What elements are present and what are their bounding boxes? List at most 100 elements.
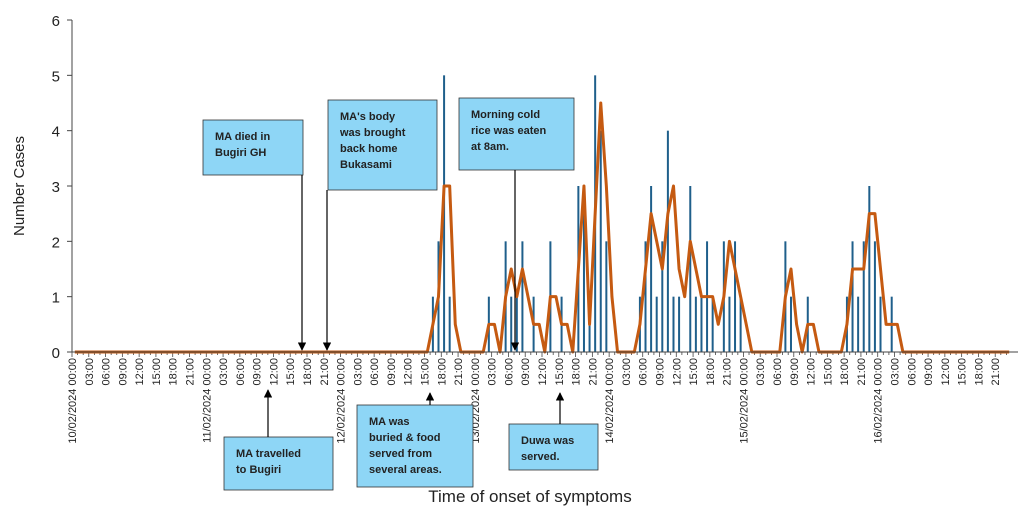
x-tick-label: 09:00 bbox=[655, 358, 667, 386]
x-tick-label: 15:00 bbox=[957, 358, 969, 386]
bar bbox=[694, 296, 697, 352]
x-tick-label: 21:00 bbox=[587, 358, 599, 386]
x-tick-label: 09:00 bbox=[923, 358, 935, 386]
bar bbox=[666, 130, 669, 352]
bar bbox=[672, 296, 675, 352]
bar bbox=[728, 296, 731, 352]
x-tick-label: 18:00 bbox=[168, 358, 180, 386]
annotation-line: MA's body bbox=[340, 111, 396, 123]
annotation-line: at 8am. bbox=[471, 141, 509, 153]
bar bbox=[448, 296, 451, 352]
x-tick-label: 15:00 bbox=[688, 358, 700, 386]
x-tick-label: 10/02/2024 00:00 bbox=[67, 358, 79, 444]
x-tick-label: 15:00 bbox=[151, 358, 163, 386]
x-tick-label: 14/02/2024 00:00 bbox=[604, 358, 616, 444]
x-tick-label: 15/02/2024 00:00 bbox=[738, 358, 750, 444]
x-tick-label: 21:00 bbox=[453, 358, 465, 386]
x-tick-label: 21:00 bbox=[722, 358, 734, 386]
annotation-line: Morning cold bbox=[471, 109, 540, 121]
x-tick-label: 18:00 bbox=[705, 358, 717, 386]
annotation-box bbox=[202, 119, 304, 176]
bar bbox=[711, 296, 714, 352]
x-tick-label: 09:00 bbox=[520, 358, 532, 386]
bar bbox=[879, 296, 882, 352]
x-tick-label: 09:00 bbox=[117, 358, 129, 386]
bar bbox=[582, 186, 585, 352]
bar bbox=[510, 296, 513, 352]
y-axis-label: Number Cases bbox=[11, 136, 28, 236]
annotation-box bbox=[327, 99, 438, 191]
bar bbox=[521, 241, 524, 352]
x-tick-label: 03:00 bbox=[755, 358, 767, 386]
bar bbox=[789, 296, 792, 352]
x-tick-label: 18:00 bbox=[436, 358, 448, 386]
x-tick-label: 03:00 bbox=[890, 358, 902, 386]
annotation-line: buried & food bbox=[369, 432, 441, 444]
x-tick-label: 21:00 bbox=[990, 358, 1002, 386]
x-tick-label: 18:00 bbox=[839, 358, 851, 386]
annotation-line: served. bbox=[521, 451, 560, 463]
x-tick-label: 12:00 bbox=[940, 358, 952, 386]
bar bbox=[700, 296, 703, 352]
x-tick-label: 12:00 bbox=[268, 358, 280, 386]
annotation-line: Duwa was bbox=[521, 435, 574, 447]
x-tick-label: 03:00 bbox=[621, 358, 633, 386]
y-tick-label: 0 bbox=[52, 345, 60, 362]
annotation-box bbox=[223, 436, 334, 491]
annotation-line: MA travelled bbox=[236, 448, 301, 460]
bar bbox=[739, 296, 742, 352]
x-tick-label: 18:00 bbox=[571, 358, 583, 386]
y-tick-label: 2 bbox=[52, 234, 60, 251]
x-tick-label: 12:00 bbox=[671, 358, 683, 386]
annotation-line: rice was eaten bbox=[471, 125, 546, 137]
annotation-box bbox=[458, 97, 575, 171]
x-tick-label: 09:00 bbox=[386, 358, 398, 386]
bar bbox=[873, 241, 876, 352]
annotation-line: MA died in bbox=[215, 131, 270, 143]
annotation-text: Morning cold rice was eaten at 8am. bbox=[471, 109, 546, 153]
annotation-box bbox=[356, 404, 474, 488]
bar bbox=[851, 241, 854, 352]
x-tick-label: 06:00 bbox=[235, 358, 247, 386]
bar bbox=[734, 241, 737, 352]
bar bbox=[605, 241, 608, 352]
x-tick-label: 06:00 bbox=[369, 358, 381, 386]
x-tick-label: 11/02/2024 00:00 bbox=[201, 358, 213, 443]
x-tick-label: 12:00 bbox=[537, 358, 549, 386]
bar bbox=[515, 296, 518, 352]
annotation-text: Duwa was served. bbox=[521, 435, 574, 463]
x-tick-label: 21:00 bbox=[856, 358, 868, 386]
annotation-line: several areas. bbox=[369, 464, 442, 476]
bar bbox=[650, 186, 653, 352]
annotation-text: MA died in Bugiri GH bbox=[215, 131, 270, 159]
y-tick-label: 5 bbox=[52, 68, 60, 85]
x-tick-label: 06:00 bbox=[906, 358, 918, 386]
x-tick-label: 09:00 bbox=[252, 358, 264, 386]
x-tick-label: 18:00 bbox=[973, 358, 985, 386]
bar bbox=[857, 296, 860, 352]
x-tick-label: 06:00 bbox=[772, 358, 784, 386]
x-tick-label: 12:00 bbox=[403, 358, 415, 386]
bar bbox=[655, 296, 658, 352]
annotation-line: served from bbox=[369, 448, 432, 460]
x-tick-label: 03:00 bbox=[84, 358, 96, 386]
x-tick-label: 03:00 bbox=[352, 358, 364, 386]
annotation-text: MA's body was brought back home Bukasami bbox=[339, 111, 406, 171]
annotation-line: Bugiri GH bbox=[215, 147, 266, 159]
x-tick-label: 15:00 bbox=[822, 358, 834, 386]
x-tick-label: 06:00 bbox=[503, 358, 515, 386]
annotation-box bbox=[508, 423, 599, 471]
bar bbox=[599, 130, 602, 352]
bar bbox=[689, 186, 692, 352]
y-tick-label: 4 bbox=[52, 124, 60, 141]
annotation-text: MA was buried & food served from several ar… bbox=[369, 416, 442, 476]
x-tick-label: 12:00 bbox=[134, 358, 146, 386]
x-tick-label: 21:00 bbox=[185, 358, 197, 386]
bar bbox=[868, 186, 871, 352]
y-tick-label: 3 bbox=[52, 179, 60, 196]
bar bbox=[644, 241, 647, 352]
x-tick-label: 03:00 bbox=[487, 358, 499, 386]
annotation-text: MA travelled to Bugiri bbox=[236, 448, 301, 476]
bar bbox=[678, 296, 681, 352]
